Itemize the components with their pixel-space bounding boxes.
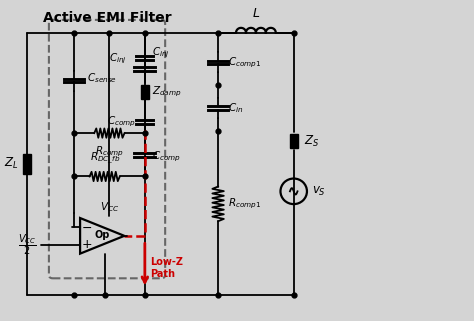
Text: $R_{comp1}$: $R_{comp1}$ [228, 197, 262, 211]
Text: $R_{comp}$: $R_{comp}$ [95, 144, 124, 159]
Text: Op: Op [94, 230, 110, 240]
Text: $C_{comp1}$: $C_{comp1}$ [228, 55, 262, 70]
Text: $L$: $L$ [252, 7, 260, 20]
Text: $Z_S$: $Z_S$ [304, 134, 319, 149]
Text: $\dfrac{V_{CC}}{2}$: $\dfrac{V_{CC}}{2}$ [18, 232, 36, 257]
Text: $Z_{damp}$: $Z_{damp}$ [152, 85, 182, 99]
Bar [23, 154, 31, 174]
Text: $C_{comp}$: $C_{comp}$ [152, 150, 181, 164]
Bar [141, 85, 149, 99]
Text: $C_{inj}$: $C_{inj}$ [152, 46, 170, 60]
Bar [290, 134, 298, 148]
Text: $C_{in}$: $C_{in}$ [228, 101, 244, 115]
Text: $-$: $-$ [82, 221, 92, 234]
Text: $C_{sense}$: $C_{sense}$ [87, 71, 117, 85]
Text: $C_{comp}$: $C_{comp}$ [107, 115, 137, 129]
Text: $V_{CC}$: $V_{CC}$ [100, 201, 119, 214]
Text: $Z_L$: $Z_L$ [4, 156, 19, 171]
Text: $R_{DC\_fb}$: $R_{DC\_fb}$ [90, 151, 120, 166]
Text: $C_{inj}$: $C_{inj}$ [109, 52, 127, 66]
Text: Low-Z
Path: Low-Z Path [151, 257, 183, 279]
Text: $v_S$: $v_S$ [312, 185, 326, 198]
Text: Active EMI Filter: Active EMI Filter [43, 11, 171, 25]
Text: $+$: $+$ [82, 238, 92, 251]
